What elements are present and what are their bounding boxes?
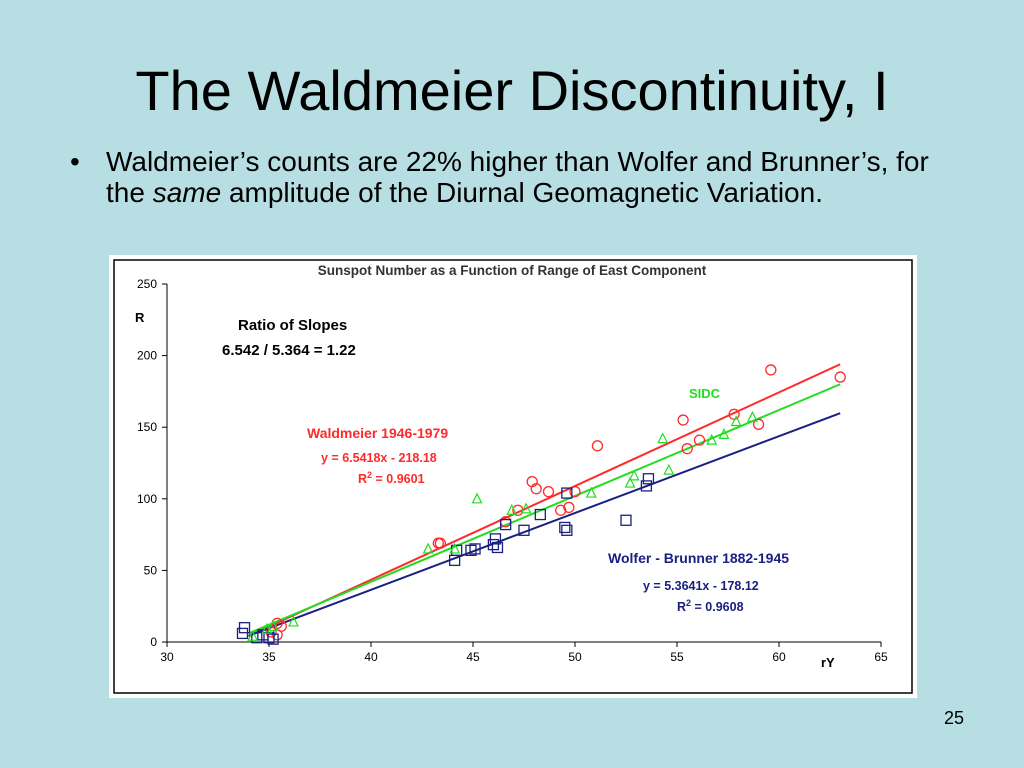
bullet-text-emphasis: same [152,177,222,208]
x-tick-label: 30 [160,650,174,664]
ratio-title: Ratio of Slopes [238,317,347,334]
wolfer-point [251,632,263,644]
waldmeier-point [569,485,581,498]
wolfer-point [236,627,249,640]
bullet-dot-icon: • [70,146,80,177]
slide-title: The Waldmeier Discontinuity, I [135,59,889,122]
sidc-point [718,428,730,439]
y-tick-label: 100 [137,492,157,506]
wolfer-r2: R2 = 0.9608 [677,598,744,614]
waldmeier-point [434,537,447,549]
sidc-point [747,410,758,422]
waldmeier-point [591,440,604,452]
wolfer-equation: y = 5.3641x - 178.12 [643,579,759,593]
waldmeier-r2-sup: 2 [367,470,372,480]
wolfer-point [561,524,573,536]
wolfer-point [642,473,655,485]
sidc-point [422,542,434,554]
waldmeier-point [834,371,846,383]
waldmeier-point [555,504,567,516]
scatter-chart: Sunspot Number as a Function of Range of… [113,259,913,694]
chart-frame: Sunspot Number as a Function of Range of… [109,255,917,698]
sidc-point [471,492,483,504]
wolfer-r2-sup: 2 [686,598,691,608]
sidc-point [628,469,640,481]
waldmeier-equation: y = 6.5418x - 218.18 [321,451,437,465]
bullet-text-part2: amplitude of the Diurnal Geomagnetic Var… [221,177,823,208]
sidc-point [663,463,675,475]
trend-line-triangle [248,383,841,635]
waldmeier-point [677,414,689,426]
chart-axes [166,284,881,643]
waldmeier-r2: R2 = 0.9601 [358,470,425,486]
wolfer-point [469,543,481,555]
sidc-point [706,433,718,445]
sidc-point [730,415,742,427]
y-tick-label: 200 [137,349,157,363]
x-tick-label: 55 [670,650,684,664]
wolfer-point [487,538,500,551]
sidc-point [624,476,636,488]
x-tick-label: 35 [262,650,276,664]
wolfer-r2-value: = 0.9608 [691,600,744,614]
chart-title: Sunspot Number as a Function of Range of… [318,263,707,278]
sidc-point [657,432,669,444]
x-tick-label: 40 [364,650,378,664]
waldmeier-point [265,626,277,638]
wolfer-point [465,544,477,557]
bullet-text-part1: Waldmeier’s counts are 22% higher than W… [106,146,929,208]
y-tick-label: 50 [144,563,158,577]
waldmeier-point [693,434,706,446]
y-tick-label: 250 [137,277,157,291]
trend-line-square [248,412,841,637]
sidc-point [506,503,518,515]
sidc-point [247,629,259,641]
wolfer-point [640,480,653,492]
waldmeier-r2-prefix: R [358,472,367,486]
sidc-point [449,542,461,554]
waldmeier-r2-value: = 0.9601 [372,472,425,486]
waldmeier-point [681,443,693,455]
waldmeier-point [563,501,575,514]
waldmeier-point [765,364,777,376]
waldmeier-point [530,483,542,495]
page-number: 25 [943,708,964,728]
sidc-point [520,502,532,514]
wolfer-point [534,508,546,521]
wolfer-point [499,518,512,531]
chart-border [113,259,913,694]
wolfer-point [489,533,502,545]
bullet-text: Waldmeier’s counts are 22% higher than W… [106,146,946,208]
y-axis-label: R [135,310,145,325]
wolfer-point [518,524,530,536]
x-tick-label: 45 [466,650,480,664]
wolfer-point [561,487,573,499]
sidc-point [267,619,279,631]
wolfer-label: Wolfer - Brunner 1882-1945 [608,550,789,566]
ratio-value: 6.542 / 5.364 = 1.22 [222,342,356,359]
trend-line-circle [248,363,841,637]
sidc-label: SIDC [689,386,721,401]
wolfer-point [491,541,504,554]
x-tick-label: 50 [568,650,582,664]
sidc-point [288,615,299,627]
sidc-point [585,486,597,498]
wolfer-point [559,521,571,534]
x-tick-label: 60 [772,650,786,664]
trend-lines [248,363,841,637]
y-tick-label: 150 [137,420,157,434]
y-tick-label: 0 [150,635,157,649]
data-points [236,364,846,645]
waldmeier-point [752,418,765,430]
wolfer-point [267,633,279,645]
wolfer-point [620,514,632,526]
axis-ticks: 30 35 40 45 50 55 60 65 0 50 100 150 200 250 [137,277,888,664]
waldmeier-point [542,485,555,498]
wolfer-r2-prefix: R [677,600,686,614]
wolfer-point [238,622,251,634]
x-axis-label: rY [821,655,835,670]
x-tick-label: 65 [874,650,888,664]
waldmeier-label: Waldmeier 1946-1979 [307,425,448,441]
